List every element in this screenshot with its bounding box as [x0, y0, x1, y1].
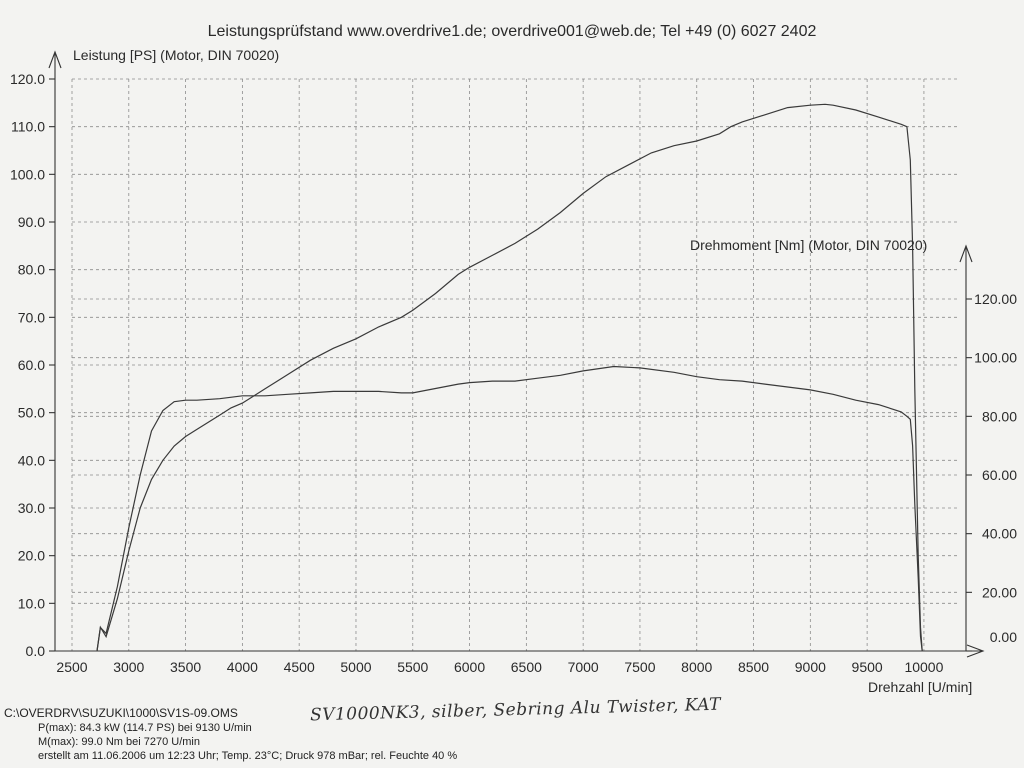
y-left-tick-label: 30.0	[18, 500, 45, 516]
y-axis-right-arrow	[959, 244, 973, 263]
y-right-tick-label: 20.00	[982, 584, 1017, 600]
y-left-tick-label: 70.0	[18, 309, 45, 325]
y-left-tick-label: 100.0	[10, 166, 45, 182]
test-conditions: erstellt am 11.06.2006 um 12:23 Uhr; Tem…	[38, 750, 458, 762]
grid	[71, 78, 958, 652]
x-tick-label: 8000	[681, 659, 712, 675]
x-tick-label: 6000	[454, 659, 485, 675]
y-left-tick-label: 80.0	[18, 262, 45, 278]
x-tick-label: 4000	[227, 659, 258, 675]
y-right-tick-label: 60.00	[982, 467, 1017, 483]
y-axis-left-arrow	[48, 50, 62, 69]
x-tick-label: 3500	[170, 659, 201, 675]
y-right-tick-label: 100.00	[974, 350, 1017, 366]
y-left-tick-label: 90.0	[18, 214, 45, 230]
x-tick-label: 3000	[113, 659, 144, 675]
file-path: C:\OVERDRV\SUZUKI\1000\SV1S-09.OMS	[4, 706, 238, 720]
torque-curve	[96, 365, 923, 652]
y-left-tick-label: 40.0	[18, 452, 45, 468]
y-left-tick-label: 60.0	[18, 357, 45, 373]
y-left-tick-label: 20.0	[18, 548, 45, 564]
pmax-info: P(max): 84.3 kW (114.7 PS) bei 9130 U/mi…	[38, 722, 252, 734]
x-tick-label: 10000	[904, 659, 943, 675]
x-tick-label: 5000	[340, 659, 371, 675]
x-tick-label: 6500	[511, 659, 542, 675]
mmax-info: M(max): 99.0 Nm bei 7270 U/min	[38, 736, 200, 748]
y-left-tick-label: 110.0	[11, 119, 45, 135]
y-right-tick-label: 120.00	[974, 291, 1017, 307]
x-tick-label: 7000	[568, 659, 599, 675]
axes	[48, 50, 985, 658]
y-axis-right-label: Drehmoment [Nm] (Motor, DIN 70020)	[690, 237, 927, 253]
y-left-tick-label: 120.0	[10, 71, 45, 87]
x-tick-label: 4500	[284, 659, 315, 675]
y-axis-left-label: Leistung [PS] (Motor, DIN 70020)	[73, 47, 279, 63]
x-tick-label: 9500	[852, 659, 883, 675]
tick-labels: 2500 3000 3500 4000 4500 5000 5500 6000 6500 7000…	[10, 71, 1017, 675]
x-axis-arrow	[966, 644, 985, 658]
x-tick-label: 2500	[56, 659, 87, 675]
x-tick-label: 9000	[795, 659, 826, 675]
power-curve	[96, 103, 923, 652]
series-layer	[96, 103, 923, 652]
y-right-tick-label: 0.00	[990, 629, 1017, 645]
y-left-tick-label: 0.0	[26, 643, 46, 659]
y-left-tick-label: 50.0	[18, 405, 45, 421]
x-axis-label: Drehzahl [U/min]	[868, 679, 972, 695]
y-right-tick-label: 80.00	[982, 408, 1017, 424]
x-tick-label: 8500	[738, 659, 769, 675]
chart-title: Leistungsprüfstand www.overdrive1.de; ov…	[208, 23, 817, 40]
x-tick-label: 7500	[624, 659, 655, 675]
y-left-tick-label: 10.0	[18, 595, 45, 611]
y-right-tick-label: 40.00	[982, 526, 1017, 542]
x-tick-label: 5500	[397, 659, 428, 675]
